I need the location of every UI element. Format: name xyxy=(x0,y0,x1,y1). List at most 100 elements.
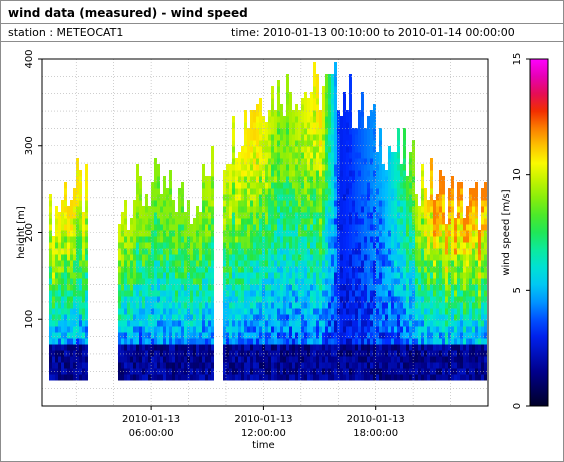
heatmap-cell xyxy=(289,188,292,195)
heatmap-cell xyxy=(223,266,226,273)
heatmap-cell xyxy=(343,122,346,129)
heatmap-cell xyxy=(268,170,271,177)
heatmap-cell xyxy=(454,344,457,351)
heatmap-cell xyxy=(397,332,400,339)
heatmap-cell xyxy=(352,260,355,267)
heatmap-cell xyxy=(85,242,88,249)
heatmap-cell xyxy=(358,272,361,279)
heatmap-cell xyxy=(76,200,79,207)
heatmap-cell xyxy=(163,182,166,189)
heatmap-cell xyxy=(352,368,355,375)
heatmap-cell xyxy=(226,224,229,231)
heatmap-cell xyxy=(364,368,367,375)
heatmap-cell xyxy=(154,344,157,351)
heatmap-cell xyxy=(475,350,478,357)
heatmap-cell xyxy=(391,344,394,351)
heatmap-cell xyxy=(484,182,487,189)
heatmap-cell xyxy=(160,320,163,327)
heatmap-cell xyxy=(469,356,472,363)
heatmap-cell xyxy=(136,338,139,345)
heatmap-cell xyxy=(349,296,352,303)
heatmap-cell xyxy=(160,266,163,273)
heatmap-cell xyxy=(427,332,430,339)
heatmap-cell xyxy=(316,116,319,123)
heatmap-cell xyxy=(208,350,211,357)
heatmap-cell xyxy=(265,254,268,261)
heatmap-cell xyxy=(370,278,373,285)
heatmap-cell xyxy=(322,320,325,327)
heatmap-cell xyxy=(73,308,76,315)
heatmap-cell xyxy=(361,320,364,327)
heatmap-cell xyxy=(370,146,373,153)
heatmap-cell xyxy=(310,314,313,321)
heatmap-cell xyxy=(364,362,367,369)
heatmap-cell xyxy=(274,254,277,261)
heatmap-cell xyxy=(382,356,385,363)
heatmap-cell xyxy=(361,260,364,267)
heatmap-cell xyxy=(427,344,430,351)
heatmap-cell xyxy=(235,188,238,195)
heatmap-cell xyxy=(163,272,166,279)
heatmap-cell xyxy=(334,110,337,117)
heatmap-cell xyxy=(421,338,424,345)
heatmap-cell xyxy=(418,224,421,231)
heatmap-cell xyxy=(172,338,175,345)
heatmap-cell xyxy=(439,284,442,291)
heatmap-cell xyxy=(403,350,406,357)
heatmap-cell xyxy=(391,338,394,345)
heatmap-cell xyxy=(259,140,262,147)
heatmap-cell xyxy=(331,104,334,111)
heatmap-cell xyxy=(118,248,121,255)
heatmap-cell xyxy=(268,242,271,249)
heatmap-cell xyxy=(415,218,418,225)
heatmap-cell xyxy=(271,98,274,105)
heatmap-cell xyxy=(136,194,139,201)
heatmap-cell xyxy=(340,140,343,147)
heatmap-cell xyxy=(238,290,241,297)
heatmap-cell xyxy=(403,230,406,237)
heatmap-cell xyxy=(427,266,430,273)
heatmap-cell xyxy=(469,230,472,237)
heatmap-cell xyxy=(355,164,358,171)
heatmap-cell xyxy=(451,368,454,375)
heatmap-cell xyxy=(316,188,319,195)
heatmap-cell xyxy=(427,326,430,333)
heatmap-cell xyxy=(361,218,364,225)
heatmap-cell xyxy=(157,302,160,309)
heatmap-cell xyxy=(256,374,259,381)
heatmap-cell xyxy=(52,278,55,285)
heatmap-cell xyxy=(268,332,271,339)
heatmap-cell xyxy=(76,158,79,165)
heatmap-cell xyxy=(394,368,397,375)
heatmap-cell xyxy=(241,344,244,351)
heatmap-cell xyxy=(55,224,58,231)
heatmap-cell xyxy=(424,344,427,351)
heatmap-cell xyxy=(484,272,487,279)
heatmap-cell xyxy=(310,128,313,135)
heatmap-cell xyxy=(280,230,283,237)
heatmap-cell xyxy=(361,230,364,237)
heatmap-cell xyxy=(325,242,328,249)
heatmap-cell xyxy=(469,344,472,351)
heatmap-cell xyxy=(154,290,157,297)
heatmap-cell xyxy=(193,242,196,249)
heatmap-cell xyxy=(55,350,58,357)
heatmap-cell xyxy=(280,122,283,129)
heatmap-cell xyxy=(292,146,295,153)
heatmap-cell xyxy=(208,356,211,363)
heatmap-cell xyxy=(331,128,334,135)
heatmap-cell xyxy=(406,260,409,267)
heatmap-cell xyxy=(241,230,244,237)
heatmap-cell xyxy=(253,170,256,177)
heatmap-cell xyxy=(349,236,352,243)
heatmap-cell xyxy=(373,218,376,225)
heatmap-cell xyxy=(310,344,313,351)
heatmap-cell xyxy=(298,116,301,123)
heatmap-cell xyxy=(379,158,382,165)
heatmap-cell xyxy=(211,272,214,279)
heatmap-cell xyxy=(391,290,394,297)
heatmap-cell xyxy=(406,212,409,219)
heatmap-cell xyxy=(130,248,133,255)
heatmap-cell xyxy=(298,350,301,357)
heatmap-cell xyxy=(283,296,286,303)
